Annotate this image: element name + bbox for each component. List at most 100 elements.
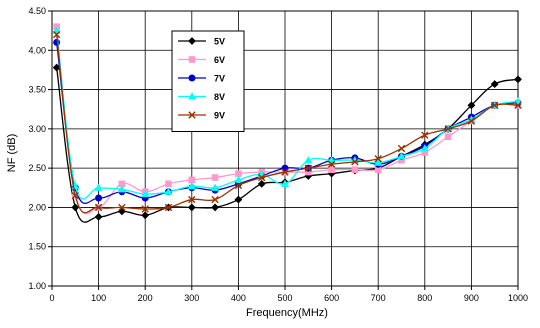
data-point-6v [374,166,382,174]
data-point-9v [188,195,196,204]
x-marker-stroke [141,205,149,213]
data-point-8v [211,183,220,191]
data-point-9v [467,117,476,125]
data-point-9v [258,173,266,182]
data-point-9v [118,203,126,212]
x-marker-stroke [258,173,266,182]
x-marker-stroke [234,181,243,190]
legend-item-6v: 6V [178,55,225,65]
data-point-6v [235,170,242,177]
data-point-8v [164,187,173,195]
data-point-9v [234,181,243,190]
y-tick-label: 3.50 [28,85,46,95]
x-tick-label: 100 [91,293,106,303]
data-point-8v [397,152,406,160]
y-axis-label: NF (dB) [6,134,18,173]
x-marker-stroke [281,168,289,176]
x-marker-stroke [304,164,312,172]
data-point-9v [491,101,499,109]
x-marker-stroke [491,101,499,109]
legend-swatch-marker [188,74,196,82]
data-point-8v [94,183,103,191]
grid [51,10,519,287]
x-marker-stroke [514,101,522,109]
data-point-8v [280,179,290,187]
x-tick-label: 200 [138,293,153,303]
legend-swatch-marker [188,56,196,63]
data-point-5v [94,212,103,221]
series-9v [52,30,522,214]
data-point-5v [467,101,476,110]
x-marker-stroke [211,195,219,204]
x-marker-stroke [327,160,336,168]
y-tick-label: 1.50 [28,242,46,252]
data-point-6v [328,166,335,174]
legend: 5V 6V 7V 8V 9V [171,30,245,132]
data-point-7v [95,194,103,202]
y-tick-label: 2.50 [28,163,46,173]
data-point-5v [141,211,150,220]
legend-label: 6V [214,55,225,65]
data-point-9v [374,155,382,163]
data-point-5v [211,203,220,212]
data-point-9v [164,203,173,212]
legend-box [171,30,245,132]
legend-swatch-marker [188,37,196,45]
x-tick-label: 400 [231,293,246,303]
legend-swatch-marker [187,92,197,100]
data-point-9v [351,158,359,166]
x-tick-label: 800 [417,293,432,303]
data-point-6v [188,176,196,184]
x-marker-stroke [52,30,61,39]
x-tick-label: 300 [184,293,199,303]
y-tick-label: 3.00 [28,124,46,134]
x-marker-stroke [397,144,406,153]
data-point-9v [94,203,103,212]
data-point-9v [141,205,149,213]
legend-item-7v: 7V [178,74,225,84]
x-marker-stroke [188,111,196,119]
data-point-6v [165,180,172,188]
x-marker-stroke [94,203,103,212]
data-point-9v [397,144,406,153]
data-point-8v [187,181,196,190]
data-point-9v [52,30,61,39]
x-tick-label: 0 [49,293,54,303]
data-point-9v [327,160,336,168]
data-point-8v [304,156,313,164]
data-point-8v [513,97,523,105]
data-point-5v [187,203,196,212]
y-tick-label: 4.50 [28,6,46,16]
data-point-9v [281,168,289,176]
legend-item-9v: 9V [178,111,225,121]
legend-label: 8V [214,92,225,102]
data-point-6v [444,133,452,141]
data-point-8v [327,156,336,164]
x-marker-stroke [164,203,173,212]
x-marker-stroke [351,158,359,166]
y-tick-label: 4.00 [28,45,46,55]
x-tick-label: 1000 [508,293,528,303]
data-point-5v [490,80,499,88]
data-point-9v [71,191,79,200]
legend-label: 5V [214,37,225,47]
data-point-5v [514,75,522,84]
data-point-6v [211,174,219,181]
x-marker-stroke [118,203,126,212]
x-marker-stroke [467,117,476,125]
x-axis-label: Frequency(MHz) [246,307,328,319]
x-marker-stroke [71,191,79,200]
data-point-9v [304,164,312,172]
data-point-8v [234,175,243,183]
legend-label: 7V [214,74,225,84]
y-tick-label: 2.00 [28,202,46,212]
data-point-8v [141,189,150,198]
data-point-6v [351,166,359,174]
data-point-5v [257,179,266,188]
series-lines [52,23,523,223]
data-point-8v [52,26,61,34]
x-marker-stroke [188,195,196,204]
x-tick-label: 500 [277,293,292,303]
